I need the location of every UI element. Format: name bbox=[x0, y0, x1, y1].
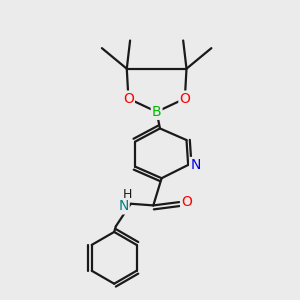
Text: B: B bbox=[152, 105, 161, 119]
Text: O: O bbox=[181, 195, 192, 209]
Text: N: N bbox=[190, 158, 201, 172]
Text: H: H bbox=[123, 188, 132, 201]
Text: O: O bbox=[179, 92, 190, 106]
Text: O: O bbox=[123, 92, 134, 106]
Text: N: N bbox=[118, 200, 129, 213]
